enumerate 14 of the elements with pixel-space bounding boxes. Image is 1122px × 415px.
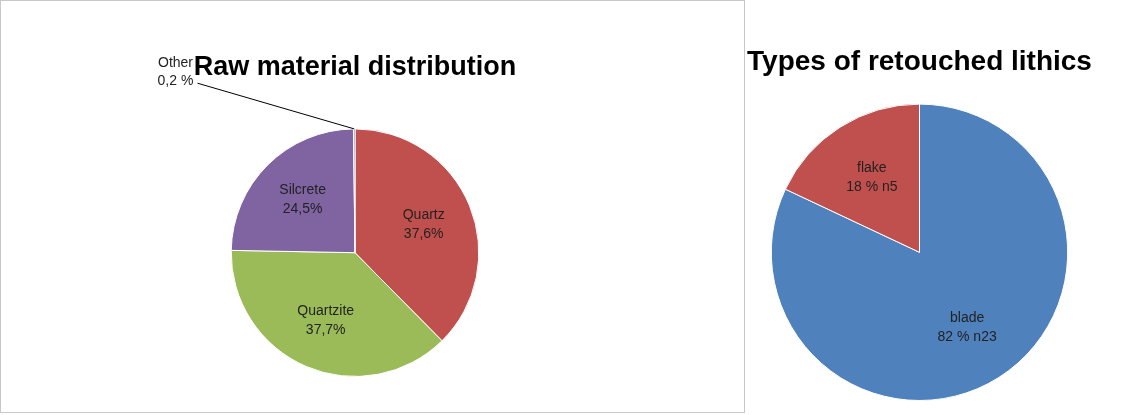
- chart-title: Raw material distribution: [193, 50, 517, 81]
- slice-label: flake: [857, 158, 887, 175]
- slice-label: blade: [950, 308, 985, 325]
- data-label: 18 % n5: [846, 177, 898, 194]
- data-label: 82 % n23: [937, 327, 997, 344]
- slice-label: Quartz: [402, 205, 445, 222]
- data-label: 37,7%: [305, 321, 346, 338]
- slice-label: Other: [157, 54, 194, 71]
- data-label: 37,6%: [403, 224, 444, 241]
- slice-label: Silcrete: [279, 181, 327, 198]
- slice-label: Quartzite: [297, 302, 355, 319]
- chart-title: Types of retouched lithics: [747, 44, 1092, 76]
- data-label: 24,5%: [282, 200, 323, 217]
- data-label: 0,2 %: [157, 72, 194, 89]
